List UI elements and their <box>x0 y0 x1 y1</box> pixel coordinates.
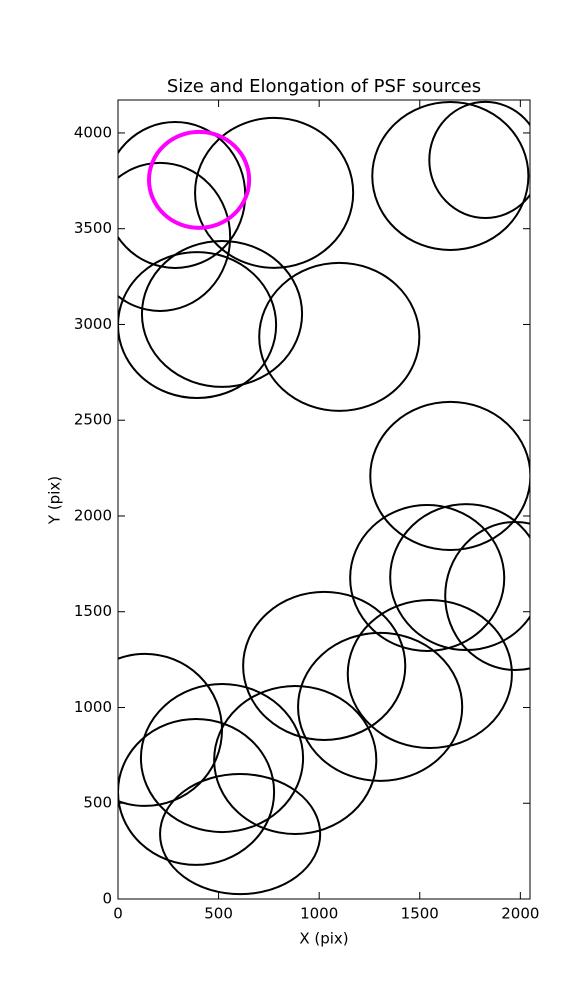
psf-ellipse <box>349 504 506 652</box>
x-axis-label: X (pix) <box>299 930 348 948</box>
psf-ellipse <box>444 521 530 672</box>
psf-ellipse <box>146 129 252 230</box>
psf-ellipse <box>428 100 530 219</box>
y-tick-label: 2000 <box>74 506 112 524</box>
y-tick-label: 0 <box>102 890 112 908</box>
y-tick-label: 4000 <box>74 123 112 141</box>
plot-frame <box>117 99 531 900</box>
x-tick-label: 2000 <box>501 905 539 923</box>
y-axis-label: Y (pix) <box>46 476 64 525</box>
y-tick-label: 1000 <box>74 698 112 716</box>
psf-ellipse <box>346 598 513 749</box>
psf-ellipse <box>258 261 421 412</box>
psf-ellipse <box>371 101 530 252</box>
psf-ellipse <box>118 717 276 866</box>
psf-ellipse <box>118 251 278 399</box>
x-tick-label: 500 <box>204 905 233 923</box>
psf-ellipse <box>194 116 355 269</box>
psf-ellipse <box>242 590 407 741</box>
x-tick-label: 0 <box>113 905 123 923</box>
y-tick-label: 500 <box>83 794 112 812</box>
psf-ellipse <box>369 400 530 551</box>
psf-ellipse <box>139 683 305 834</box>
psf-ellipse <box>297 631 464 782</box>
plot-marks <box>118 100 530 896</box>
psf-ellipse <box>140 239 304 388</box>
psf-ellipse <box>159 773 322 896</box>
x-tick-label: 1000 <box>300 905 338 923</box>
psf-ellipse <box>118 161 232 312</box>
x-tick-label: 1500 <box>401 905 439 923</box>
y-tick-label: 3000 <box>74 315 112 333</box>
y-tick-label: 3500 <box>74 219 112 237</box>
psf-ellipse <box>213 684 378 835</box>
chart-title: Size and Elongation of PSF sources <box>167 76 481 97</box>
y-tick-label: 2500 <box>74 411 112 429</box>
y-tick-label: 1500 <box>74 602 112 620</box>
